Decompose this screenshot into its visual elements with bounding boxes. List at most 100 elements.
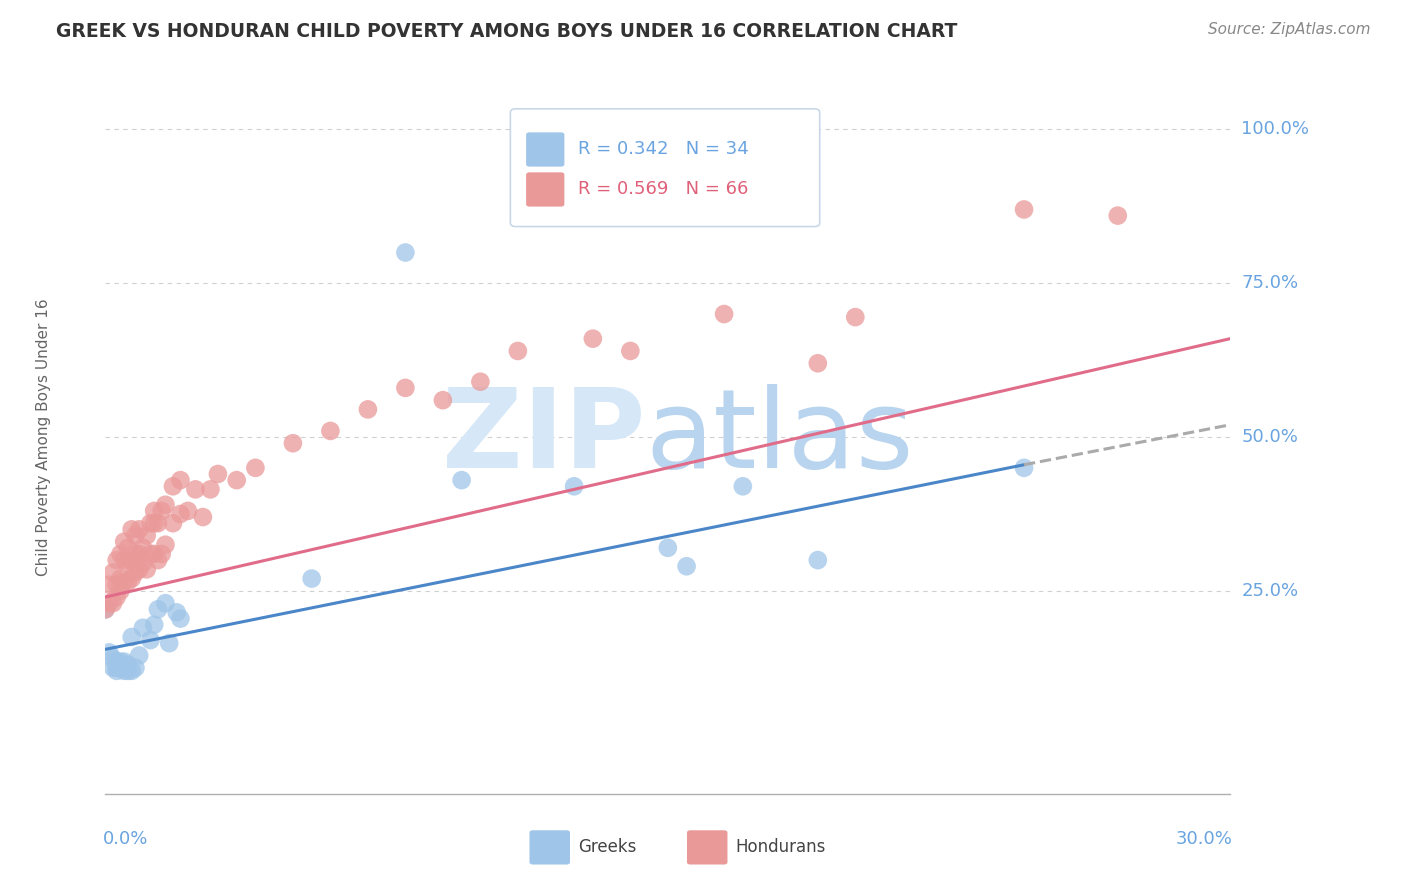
Point	[139, 516, 162, 531]
Point	[582, 332, 605, 346]
Point	[105, 578, 128, 592]
Point	[319, 424, 342, 438]
Point	[112, 655, 135, 669]
Text: atlas: atlas	[645, 384, 914, 491]
Point	[112, 574, 135, 589]
Point	[117, 574, 139, 589]
Point	[128, 648, 150, 663]
Point	[124, 547, 146, 561]
Text: 100.0%: 100.0%	[1241, 120, 1309, 138]
Point	[101, 651, 124, 665]
Point	[143, 504, 166, 518]
Point	[146, 553, 169, 567]
Text: 25.0%: 25.0%	[1241, 582, 1299, 600]
Point	[105, 661, 128, 675]
Point	[146, 516, 169, 531]
FancyBboxPatch shape	[530, 830, 569, 864]
Point	[98, 596, 121, 610]
Point	[121, 522, 143, 536]
Point	[105, 655, 128, 669]
Text: R = 0.342   N = 34: R = 0.342 N = 34	[578, 141, 748, 159]
Point	[1012, 202, 1035, 217]
Point	[807, 553, 830, 567]
Point	[132, 621, 155, 635]
Point	[143, 617, 166, 632]
FancyBboxPatch shape	[526, 172, 564, 207]
Point	[506, 343, 529, 358]
Point	[150, 547, 173, 561]
FancyBboxPatch shape	[526, 132, 564, 167]
Point	[124, 566, 146, 580]
Point	[657, 541, 679, 555]
Point	[177, 504, 200, 518]
Point	[162, 516, 184, 531]
Point	[112, 534, 135, 549]
Point	[121, 664, 143, 678]
Point	[169, 611, 191, 625]
Point	[844, 310, 866, 325]
Point	[124, 528, 146, 542]
Text: Child Poverty Among Boys Under 16: Child Poverty Among Boys Under 16	[37, 298, 51, 576]
Point	[162, 479, 184, 493]
Text: GREEK VS HONDURAN CHILD POVERTY AMONG BOYS UNDER 16 CORRELATION CHART: GREEK VS HONDURAN CHILD POVERTY AMONG BO…	[56, 22, 957, 41]
Text: Greeks: Greeks	[578, 838, 637, 856]
Point	[150, 504, 173, 518]
Point	[155, 538, 177, 552]
Point	[191, 510, 214, 524]
Point	[166, 606, 188, 620]
Point	[139, 633, 162, 648]
Point	[128, 562, 150, 576]
Point	[135, 562, 157, 576]
Point	[157, 636, 180, 650]
Text: ZIP: ZIP	[441, 384, 645, 491]
Point	[394, 381, 416, 395]
Point	[184, 483, 207, 497]
Point	[124, 661, 146, 675]
Point	[121, 572, 143, 586]
Point	[207, 467, 229, 481]
Point	[357, 402, 380, 417]
Point	[225, 473, 247, 487]
Text: 50.0%: 50.0%	[1241, 428, 1298, 446]
Point	[110, 547, 132, 561]
Point	[450, 473, 472, 487]
Point	[301, 572, 323, 586]
Point	[807, 356, 830, 370]
FancyBboxPatch shape	[688, 830, 727, 864]
Point	[110, 583, 132, 598]
Point	[143, 516, 166, 531]
Point	[110, 655, 132, 669]
Point	[101, 661, 124, 675]
Point	[143, 547, 166, 561]
Point	[155, 498, 177, 512]
Point	[713, 307, 735, 321]
Point	[1107, 209, 1129, 223]
Point	[139, 547, 162, 561]
Point	[675, 559, 697, 574]
Point	[432, 393, 454, 408]
Point	[1012, 460, 1035, 475]
Point	[112, 553, 135, 567]
Point	[155, 596, 177, 610]
Point	[169, 473, 191, 487]
Point	[105, 664, 128, 678]
Point	[281, 436, 304, 450]
Point	[132, 541, 155, 555]
Point	[121, 553, 143, 567]
Point	[94, 602, 117, 616]
Text: 30.0%: 30.0%	[1175, 830, 1233, 847]
Point	[200, 483, 222, 497]
Point	[562, 479, 585, 493]
Point	[132, 556, 155, 570]
Point	[101, 596, 124, 610]
Point	[110, 661, 132, 675]
Point	[117, 664, 139, 678]
Point	[105, 553, 128, 567]
Point	[394, 245, 416, 260]
Point	[117, 556, 139, 570]
Point	[146, 602, 169, 616]
Point	[101, 566, 124, 580]
Point	[110, 572, 132, 586]
Point	[470, 375, 492, 389]
Point	[619, 343, 641, 358]
